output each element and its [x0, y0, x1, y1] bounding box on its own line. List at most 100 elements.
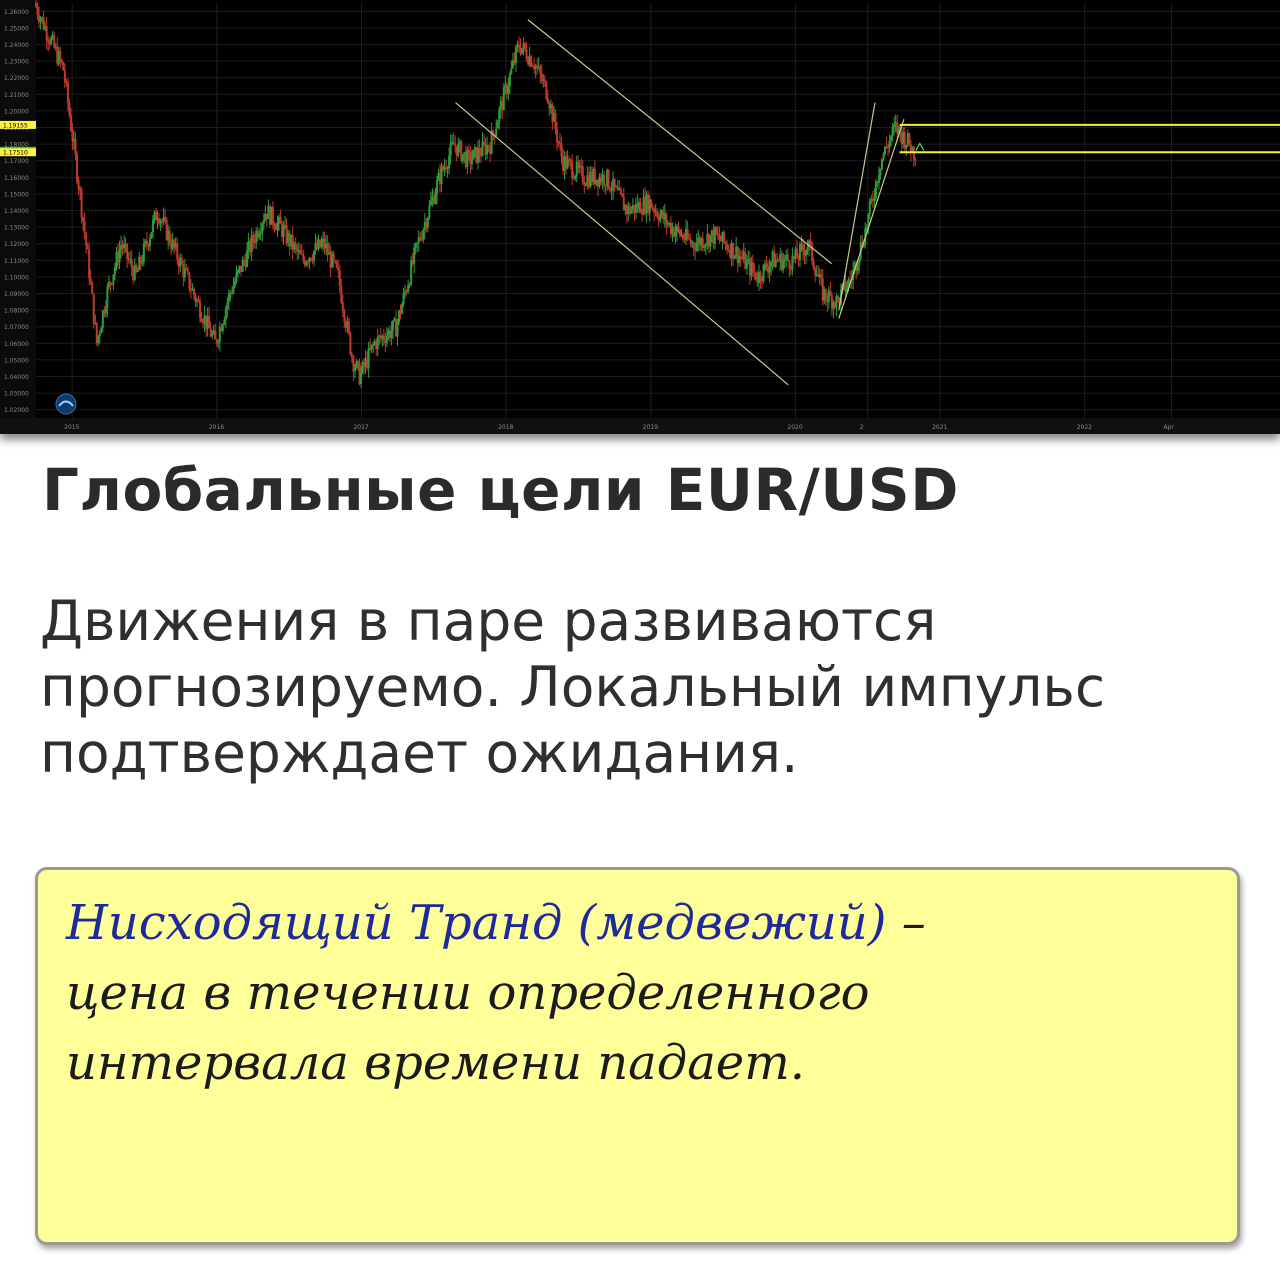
candle-body	[791, 256, 794, 270]
candle-body	[258, 233, 261, 238]
candle-body	[455, 146, 458, 156]
candle-body	[698, 237, 701, 246]
candle-body	[723, 231, 726, 243]
candle-body	[818, 274, 821, 277]
candle-body	[560, 143, 563, 157]
candle-body	[887, 147, 890, 149]
candle-body	[794, 248, 797, 259]
candle-body	[232, 285, 235, 294]
candle-body	[603, 174, 606, 186]
candle-body	[884, 146, 887, 155]
candle-body	[557, 141, 560, 143]
candle-body	[104, 307, 107, 314]
candle-body	[451, 142, 454, 144]
candle-body	[86, 245, 89, 250]
candle-body	[694, 247, 697, 251]
candle-body	[838, 297, 841, 305]
candle-body	[593, 169, 596, 185]
candle-body	[552, 112, 555, 122]
candle-body	[138, 256, 141, 271]
logo-mark	[58, 400, 74, 407]
candle-body	[569, 159, 572, 163]
x-tick-label: 2017	[353, 424, 368, 431]
candle-body	[94, 322, 97, 324]
candle-body	[153, 211, 156, 220]
candle-body	[549, 104, 552, 109]
candle-body	[158, 218, 161, 224]
candle-body	[827, 290, 830, 303]
candle-body	[469, 152, 472, 165]
x-axis-panel	[0, 418, 1280, 434]
x-tick-label: 2020	[787, 424, 802, 431]
candle-body	[461, 154, 464, 162]
candle-body	[873, 197, 876, 201]
candle-body	[305, 262, 308, 266]
candle-body	[237, 270, 240, 273]
candle-body	[320, 242, 323, 247]
candle-body	[534, 65, 537, 69]
candle-body	[792, 256, 795, 259]
candle-body	[800, 244, 803, 246]
candle-body	[296, 246, 299, 252]
candle-body	[51, 35, 54, 38]
candle-body	[651, 208, 654, 210]
candle-body	[619, 188, 622, 194]
candle-body	[120, 245, 123, 250]
candle-body	[290, 234, 293, 247]
candle-body	[481, 141, 484, 156]
candle-body	[662, 210, 665, 220]
candle-body	[876, 181, 879, 184]
candle-body	[607, 169, 610, 188]
candle-body	[900, 132, 903, 144]
candle-body	[167, 230, 170, 240]
candle-body	[894, 122, 897, 125]
candle-body	[686, 228, 689, 239]
candle-body	[144, 240, 147, 244]
candle-body	[240, 265, 243, 272]
candle-body	[199, 301, 202, 319]
trend-line	[838, 119, 905, 319]
candle-body	[388, 330, 391, 338]
candle-body	[645, 194, 648, 214]
candle-body	[522, 43, 525, 49]
x-tick-label: 2018	[498, 424, 513, 431]
candle-body	[97, 335, 100, 344]
candle-body	[110, 283, 113, 285]
price-label-bg	[0, 148, 36, 157]
candle-body	[142, 243, 145, 263]
candle-body	[764, 263, 767, 265]
candle-body	[162, 216, 165, 222]
candle-body	[817, 274, 820, 277]
candle-body	[871, 199, 874, 201]
candle-body	[637, 202, 640, 210]
candle-body	[253, 241, 256, 243]
candle-body	[867, 214, 870, 228]
candle-body	[405, 291, 408, 293]
candle-body	[82, 217, 85, 222]
candle-body	[511, 60, 514, 68]
candle-body	[218, 327, 221, 342]
candle-body	[393, 318, 396, 321]
candle-body	[672, 227, 675, 237]
candle-body	[130, 259, 133, 269]
candle-body	[335, 261, 338, 268]
candle-body	[739, 256, 742, 258]
candle-body	[654, 211, 657, 213]
candle-body	[545, 81, 548, 99]
candle-body	[103, 310, 106, 314]
candle-body	[905, 144, 908, 149]
candle-body	[463, 152, 466, 155]
candle-body	[136, 270, 139, 272]
candle-body	[350, 354, 353, 358]
candle-body	[230, 292, 233, 294]
x-tick-label: 2019	[643, 424, 658, 431]
candle-body	[621, 193, 624, 197]
candle-body	[695, 243, 698, 251]
candle-body	[35, 3, 37, 7]
candle-body	[741, 257, 744, 259]
y-tick-label: 1.10000	[4, 274, 29, 281]
candle-body	[480, 155, 483, 157]
candle-body	[750, 262, 753, 276]
candle-body	[786, 254, 789, 261]
candle-body	[151, 219, 154, 233]
